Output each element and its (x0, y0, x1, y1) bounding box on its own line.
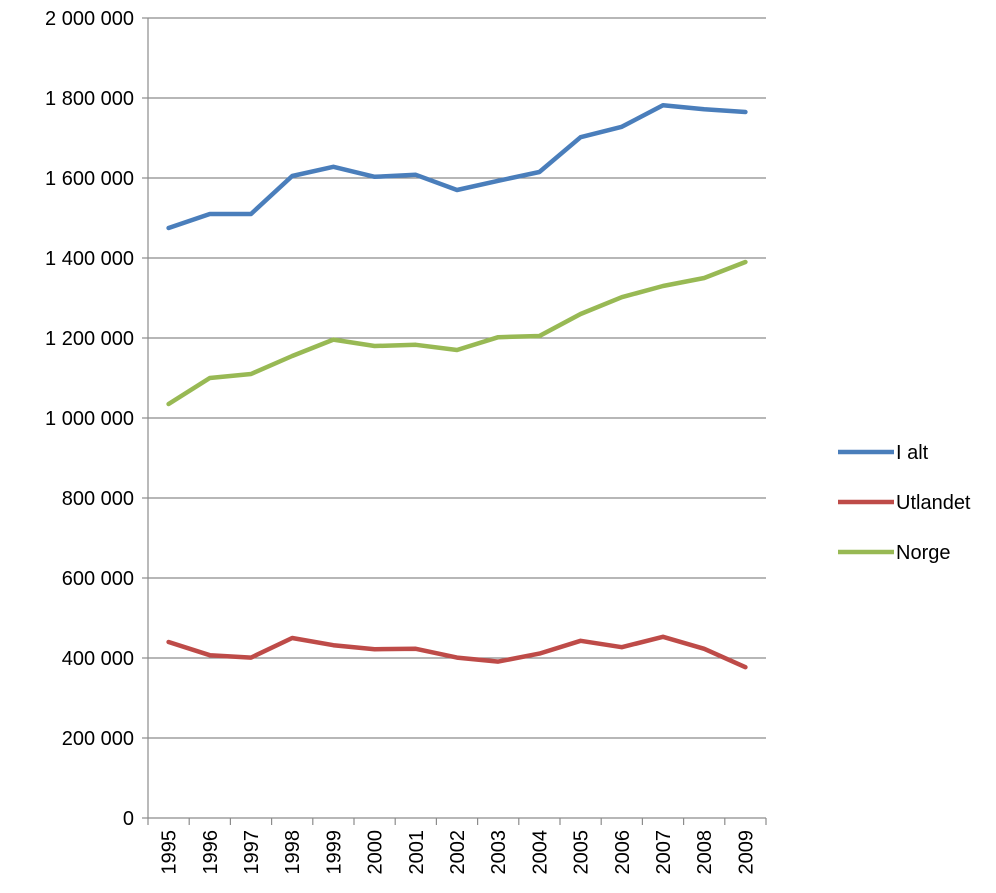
legend-label: I alt (896, 442, 929, 464)
x-tick-label: 2000 (365, 830, 387, 875)
x-tick-label: 2008 (694, 830, 716, 875)
y-tick-label: 2 000 000 (45, 8, 134, 30)
legend: I alt Utlandet Norge (838, 442, 971, 564)
x-tick-label: 2001 (406, 830, 428, 875)
y-tick-label: 600 000 (62, 568, 134, 590)
y-tick-label: 1 400 000 (45, 248, 134, 270)
x-tick-label: 1998 (282, 830, 304, 875)
legend-item: I alt (838, 442, 929, 464)
series-line-2 (166, 259, 748, 407)
x-tick-label: 2006 (612, 830, 634, 875)
y-tick-label: 1 200 000 (45, 328, 134, 350)
legend-item: Utlandet (838, 492, 971, 514)
x-tick-label: 1996 (200, 830, 222, 875)
y-tick-label: 200 000 (62, 728, 134, 750)
x-tick-label: 2009 (735, 830, 757, 875)
x-tick-label: 2007 (653, 830, 675, 875)
y-tick-label: 1 800 000 (45, 88, 134, 110)
x-tick-label: 2003 (488, 830, 510, 875)
x-tick-label: 1999 (323, 830, 345, 875)
y-tick-label: 1 000 000 (45, 408, 134, 430)
series-line-0 (166, 102, 748, 231)
x-tick-label: 1997 (241, 830, 263, 875)
y-tick-label: 400 000 (62, 648, 134, 670)
x-tick-label: 2005 (571, 830, 593, 875)
series-line-1 (166, 634, 748, 670)
series-lines (166, 102, 748, 670)
legend-label: Norge (896, 542, 950, 564)
gridlines (148, 17, 766, 739)
y-tick-label: 0 (123, 808, 134, 830)
y-tick-label: 1 600 000 (45, 168, 134, 190)
x-tick-label: 2002 (447, 830, 469, 875)
axes: 0 200 000 400 000 600 000 800 000 1 000 000 1 … (45, 8, 767, 875)
x-tick-label: 1995 (159, 830, 181, 875)
legend-label: Utlandet (896, 492, 971, 514)
legend-item: Norge (838, 542, 950, 564)
y-tick-label: 800 000 (62, 488, 134, 510)
x-tick-label: 2004 (529, 830, 551, 875)
